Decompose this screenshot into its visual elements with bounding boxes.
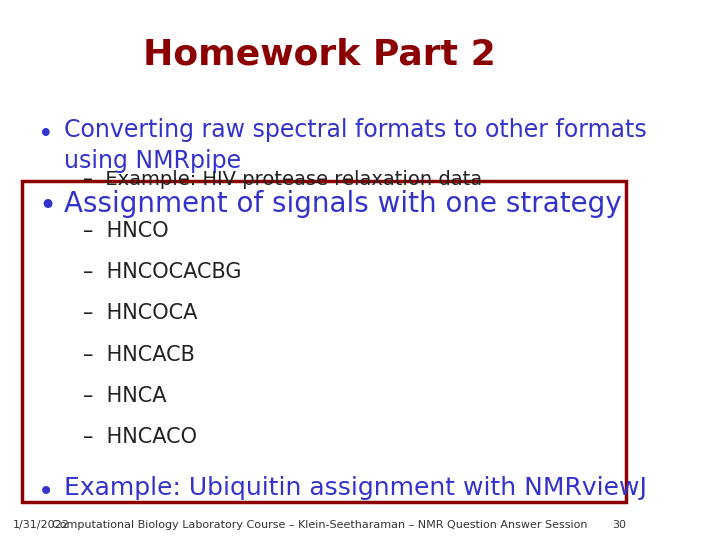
Text: Assignment of signals with one strategy: Assignment of signals with one strategy (64, 190, 621, 218)
Text: 30: 30 (613, 520, 626, 530)
Text: –  HNCACO: – HNCACO (83, 427, 197, 447)
Text: Converting raw spectral formats to other formats
using NMRpipe: Converting raw spectral formats to other… (64, 118, 647, 173)
Text: –  HNCOCA: – HNCOCA (83, 303, 197, 323)
Text: –  HNCACB: – HNCACB (83, 345, 195, 364)
Text: Homework Part 2: Homework Part 2 (143, 38, 496, 72)
Text: –  Example: HIV protease relaxation data: – Example: HIV protease relaxation data (83, 170, 482, 189)
Text: –  HNCOCACBG: – HNCOCACBG (83, 262, 242, 282)
Text: 1/31/2022: 1/31/2022 (13, 520, 70, 530)
Text: Computational Biology Laboratory Course – Klein-Seetharaman – NMR Question Answe: Computational Biology Laboratory Course … (52, 520, 588, 530)
Text: Example: Ubiquitin assignment with NMRviewJ: Example: Ubiquitin assignment with NMRvi… (64, 476, 647, 500)
Text: •: • (38, 478, 55, 506)
Text: –  HNCO: – HNCO (83, 221, 168, 241)
Text: –  HNCA: – HNCA (83, 386, 166, 406)
Text: •: • (38, 122, 54, 147)
Text: •: • (38, 192, 56, 221)
